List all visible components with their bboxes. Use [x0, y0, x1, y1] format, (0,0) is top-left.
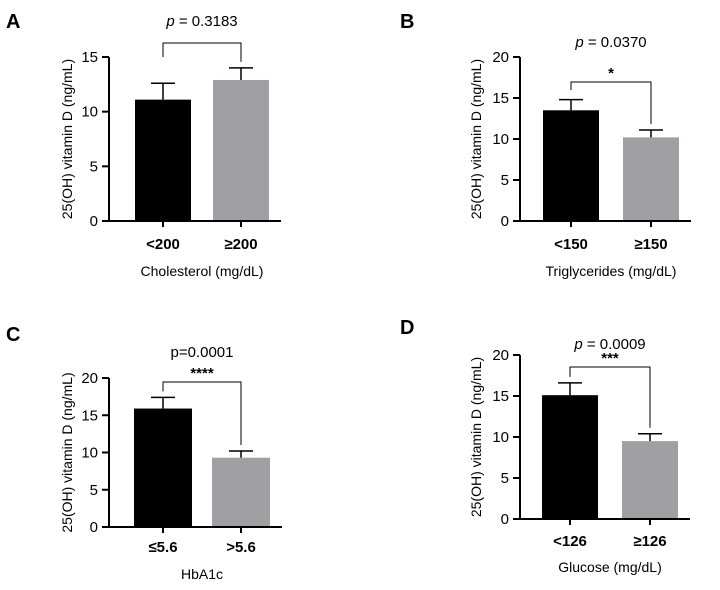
panel-letter: C	[6, 324, 20, 346]
y-tick-label: 5	[501, 172, 509, 189]
panel-d: D 0 5 10 15 20 <126 ≥126 Glucose (mg/dL) 25(OH) v…	[400, 317, 690, 575]
x-axis-label: Triglycerides (mg/dL)	[546, 263, 677, 279]
panel-letter: D	[400, 317, 414, 339]
bar-1	[542, 395, 598, 519]
y-tick-label: 0	[90, 213, 98, 230]
bar-1	[134, 408, 192, 527]
panel-b: B 0 5 10 15 20 <150 ≥150 Triglycerides (mg/dL) 25…	[400, 11, 691, 279]
panel-letter: B	[400, 11, 414, 33]
y-tick-label: 5	[90, 482, 98, 499]
y-axis-label: 25(OH) vitamin D (ng/mL)	[468, 59, 484, 219]
x-tick-label: ≤5.6	[148, 539, 177, 556]
y-tick-label: 10	[492, 131, 509, 148]
panel-letter: A	[6, 11, 20, 33]
x-axis-label: Glucose (mg/dL)	[558, 559, 661, 575]
significance-stars: ****	[190, 365, 214, 382]
y-axis-label: 25(OH) vitamin D (ng/mL)	[59, 372, 75, 532]
p-value: p=0.0001	[171, 344, 234, 361]
p-value-text: p=0.0001	[171, 344, 234, 361]
significance-bracket	[569, 366, 651, 428]
p-value-symbol: p	[574, 34, 583, 51]
x-tick-label: <200	[146, 236, 180, 253]
p-value: p = 0.0370	[574, 34, 646, 51]
y-tick-label: 10	[492, 429, 509, 446]
y-axis-label: 25(OH) vitamin D (ng/mL)	[468, 357, 484, 517]
y-tick-label: 20	[492, 49, 509, 66]
p-value-text: = 0.0009	[583, 336, 646, 353]
y-tick-label: 10	[81, 445, 98, 462]
bar-2	[213, 79, 269, 222]
bar-2	[623, 137, 679, 221]
x-axis-label: HbA1c	[181, 566, 223, 582]
p-value-symbol: p	[573, 336, 582, 353]
significance-bracket	[162, 381, 242, 446]
x-tick-label: <126	[553, 533, 587, 550]
y-tick-label: 15	[492, 388, 509, 405]
y-axis-label: 25(OH) vitamin D (ng/mL)	[59, 59, 75, 219]
p-value: p = 0.3183	[165, 13, 237, 30]
y-tick-label: 20	[81, 370, 98, 387]
y-tick-label: 0	[501, 213, 509, 230]
y-tick-label: 10	[81, 104, 98, 121]
bar-2	[622, 441, 678, 519]
p-value-text: = 0.0370	[584, 34, 647, 51]
x-tick-label: ≥150	[634, 236, 667, 253]
bar-2	[212, 457, 270, 527]
bar-1	[543, 110, 599, 221]
y-tick-label: 20	[492, 347, 509, 364]
y-tick-label: 0	[90, 519, 98, 536]
significance-stars: ***	[601, 350, 619, 367]
y-tick-label: 15	[492, 90, 509, 107]
p-value-symbol: p	[165, 13, 174, 30]
p-value-text: = 0.3183	[175, 13, 238, 30]
significance-stars: *	[608, 65, 614, 82]
p-value: p = 0.0009	[573, 336, 645, 353]
panel-a: A 0 5 10 15 <200 ≥200 Cholesterol (mg/dL) 25(OH)…	[6, 11, 281, 279]
x-axis-label: Cholesterol (mg/dL)	[141, 263, 264, 279]
x-tick-label: ≥126	[633, 533, 666, 550]
y-tick-label: 15	[81, 407, 98, 424]
y-tick-label: 5	[501, 470, 509, 487]
x-tick-label: >5.6	[226, 539, 256, 556]
y-tick-label: 5	[90, 158, 98, 175]
y-tick-label: 0	[501, 511, 509, 528]
y-tick-label: 15	[81, 49, 98, 66]
bar-1	[135, 99, 191, 221]
x-tick-label: ≥200	[224, 236, 257, 253]
x-tick-label: <150	[554, 236, 588, 253]
significance-bracket	[570, 81, 652, 124]
significance-bracket	[162, 42, 242, 62]
